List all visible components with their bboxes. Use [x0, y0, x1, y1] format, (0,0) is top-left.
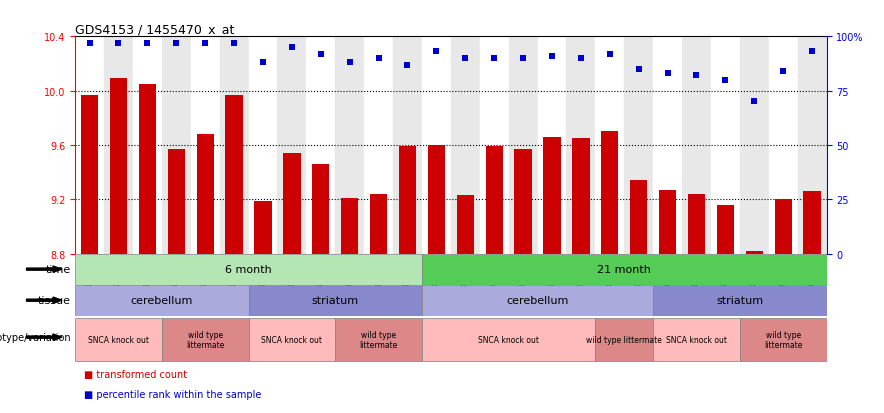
Bar [457, 196, 474, 254]
Bar [283, 154, 301, 254]
Bar [740, 37, 769, 254]
Text: SNCA knock out: SNCA knock out [88, 335, 149, 344]
Text: striatum: striatum [312, 295, 359, 306]
Bar [485, 147, 503, 254]
Bar [595, 318, 653, 361]
Bar [75, 254, 422, 285]
Bar [567, 37, 595, 254]
Bar [278, 37, 307, 254]
Bar [248, 318, 335, 361]
Bar [711, 37, 740, 254]
Bar [75, 318, 162, 361]
Bar [196, 135, 214, 254]
Text: wild type
littermate: wild type littermate [186, 330, 225, 349]
Bar [75, 37, 104, 254]
Text: wild type
littermate: wild type littermate [764, 330, 803, 349]
Text: 6 month: 6 month [225, 264, 272, 275]
Bar [162, 37, 191, 254]
Text: wild type littermate: wild type littermate [586, 335, 662, 344]
Bar [688, 195, 705, 254]
Bar [312, 164, 330, 254]
Bar [370, 195, 387, 254]
Bar [307, 37, 335, 254]
Bar [659, 190, 676, 254]
Bar [191, 37, 219, 254]
Bar [364, 37, 393, 254]
Text: ■ transformed count: ■ transformed count [84, 369, 187, 379]
Text: tissue: tissue [38, 295, 71, 306]
Bar [480, 37, 508, 254]
Bar [624, 37, 653, 254]
Bar [769, 37, 797, 254]
Text: cerebellum: cerebellum [131, 295, 193, 306]
Text: wild type
littermate: wild type littermate [360, 330, 398, 349]
Bar [774, 200, 792, 254]
Bar [248, 285, 422, 316]
Bar [630, 181, 647, 254]
Text: time: time [45, 264, 71, 275]
Bar [399, 147, 416, 254]
Bar [544, 138, 560, 254]
Text: 21 month: 21 month [598, 264, 652, 275]
Bar [601, 132, 619, 254]
Bar [422, 285, 653, 316]
Bar [335, 37, 364, 254]
Bar [255, 201, 271, 254]
Text: SNCA knock out: SNCA knock out [666, 335, 727, 344]
Bar [717, 205, 734, 254]
Text: striatum: striatum [716, 295, 764, 306]
Bar [508, 37, 537, 254]
Bar [219, 37, 248, 254]
Bar [422, 37, 451, 254]
Bar [225, 95, 243, 254]
Bar [451, 37, 480, 254]
Bar [162, 318, 248, 361]
Bar [110, 79, 127, 254]
Bar [537, 37, 567, 254]
Text: genotype/variation: genotype/variation [0, 332, 71, 342]
Bar [740, 318, 827, 361]
Bar [81, 95, 98, 254]
Bar [139, 85, 156, 254]
Text: cerebellum: cerebellum [507, 295, 568, 306]
Text: ■ percentile rank within the sample: ■ percentile rank within the sample [84, 389, 262, 399]
Text: SNCA knock out: SNCA knock out [478, 335, 539, 344]
Bar [133, 37, 162, 254]
Bar [797, 37, 827, 254]
Bar [804, 192, 820, 254]
Bar [393, 37, 422, 254]
Bar [248, 37, 278, 254]
Bar [422, 318, 595, 361]
Bar [341, 198, 358, 254]
Text: SNCA knock out: SNCA knock out [262, 335, 323, 344]
Bar [653, 285, 827, 316]
Bar [572, 139, 590, 254]
Bar [335, 318, 422, 361]
Bar [422, 254, 827, 285]
Bar [745, 251, 763, 254]
Bar [595, 37, 624, 254]
Bar [75, 285, 248, 316]
Bar [653, 318, 740, 361]
Bar [168, 150, 185, 254]
Bar [682, 37, 711, 254]
Bar [104, 37, 133, 254]
Bar [653, 37, 682, 254]
Bar [514, 150, 532, 254]
Text: GDS4153 / 1455470_x_at: GDS4153 / 1455470_x_at [75, 23, 234, 36]
Bar [428, 145, 445, 254]
